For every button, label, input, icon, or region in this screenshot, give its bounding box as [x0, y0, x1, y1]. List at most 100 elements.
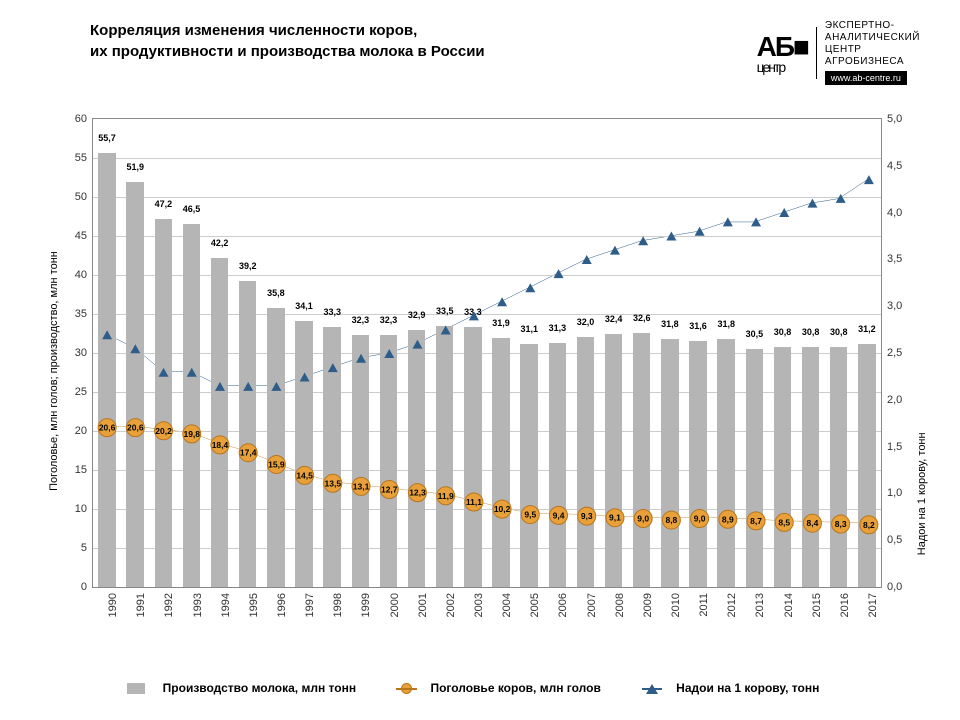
- svg-text:8,7: 8,7: [750, 516, 762, 526]
- x-tick: 2000: [389, 593, 401, 617]
- svg-text:8,4: 8,4: [807, 518, 819, 528]
- svg-text:18,4: 18,4: [212, 440, 229, 450]
- legend-triangle-icon: [646, 684, 658, 694]
- svg-text:9,1: 9,1: [609, 513, 621, 523]
- x-tick: 2005: [529, 593, 541, 617]
- y-right-tick: 3,0: [887, 300, 902, 312]
- y-axis-left-title: Поголовье, млн голов; производство, млн …: [48, 251, 60, 491]
- y-axis-right-title: Надои на 1 корову, тонн: [916, 432, 928, 555]
- logo-separator: [816, 27, 817, 79]
- y-left-tick: 50: [75, 191, 87, 203]
- y-left-tick: 60: [75, 113, 87, 125]
- y-right-tick: 0,5: [887, 534, 902, 546]
- x-tick: 2014: [783, 593, 795, 617]
- x-tick: 2001: [417, 593, 429, 617]
- legend-circle-icon: [401, 683, 412, 694]
- svg-text:12,3: 12,3: [409, 488, 426, 498]
- header: Корреляция изменения численности коров, …: [0, 0, 960, 96]
- svg-text:11,1: 11,1: [466, 497, 482, 507]
- svg-text:10,2: 10,2: [494, 504, 511, 514]
- x-tick: 1991: [135, 593, 147, 617]
- svg-text:20,6: 20,6: [127, 423, 144, 433]
- legend: Производство молока, млн тонн Поголовье …: [0, 681, 960, 695]
- logo-url: www.ab-centre.ru: [825, 71, 907, 85]
- x-tick: 1996: [276, 593, 288, 617]
- x-tick: 2004: [501, 593, 513, 617]
- y-left-tick: 45: [75, 230, 87, 242]
- x-tick: 1993: [192, 593, 204, 617]
- x-tick: 2010: [670, 593, 682, 617]
- y-left-tick: 25: [75, 386, 87, 398]
- svg-text:15,9: 15,9: [268, 459, 285, 469]
- svg-text:9,0: 9,0: [637, 514, 649, 524]
- y-left-tick: 55: [75, 152, 87, 164]
- title-line-2: их продуктивности и производства молока …: [90, 43, 485, 60]
- x-tick: 2015: [811, 593, 823, 617]
- svg-text:20,2: 20,2: [155, 426, 172, 436]
- y-right-tick: 3,5: [887, 253, 902, 265]
- y-right-tick: 4,5: [887, 160, 902, 172]
- y-right-tick: 2,0: [887, 394, 902, 406]
- x-tick: 1998: [332, 593, 344, 617]
- svg-text:9,4: 9,4: [553, 510, 565, 520]
- y-right-tick: 5,0: [887, 113, 902, 125]
- logo: АБ■ центр ЭКСПЕРТНО- АНАЛИТИЧЕСКИЙ ЦЕНТР…: [757, 20, 920, 86]
- svg-text:20,6: 20,6: [99, 423, 116, 433]
- logo-mark: АБ■ центр: [757, 31, 808, 75]
- x-tick: 1995: [248, 593, 260, 617]
- svg-text:8,3: 8,3: [835, 519, 847, 529]
- svg-text:9,5: 9,5: [524, 510, 536, 520]
- svg-text:12,7: 12,7: [381, 485, 398, 495]
- x-tick: 2009: [642, 593, 654, 617]
- x-tick: 1990: [107, 593, 119, 617]
- y-left-tick: 5: [81, 542, 87, 554]
- svg-text:8,9: 8,9: [722, 514, 734, 524]
- x-tick: 1992: [163, 593, 175, 617]
- x-tick: 2013: [754, 593, 766, 617]
- y-right-tick: 1,5: [887, 441, 902, 453]
- x-tick: 1997: [304, 593, 316, 617]
- y-right-tick: 0,0: [887, 581, 902, 593]
- x-tick: 2012: [726, 593, 738, 617]
- svg-text:8,2: 8,2: [863, 520, 875, 530]
- logo-centre: центр: [757, 59, 808, 75]
- x-tick: 2017: [867, 593, 879, 617]
- x-tick: 2006: [557, 593, 569, 617]
- svg-text:11,9: 11,9: [438, 491, 454, 501]
- chart-title: Корреляция изменения численности коров, …: [90, 20, 485, 86]
- svg-text:9,3: 9,3: [581, 511, 593, 521]
- plot-area: 0510152025303540455055600,00,51,01,52,02…: [92, 118, 882, 588]
- y-right-tick: 1,0: [887, 487, 902, 499]
- x-tick: 2011: [698, 593, 710, 617]
- logo-text-block: ЭКСПЕРТНО- АНАЛИТИЧЕСКИЙ ЦЕНТР АГРОБИЗНЕ…: [825, 20, 920, 86]
- logo-ab: АБ: [757, 31, 793, 62]
- x-tick: 2007: [586, 593, 598, 617]
- legend-circles: Поголовье коров, млн голов: [401, 681, 614, 695]
- x-tick: 2008: [614, 593, 626, 617]
- y-left-tick: 10: [75, 503, 87, 515]
- legend-bar-icon: [127, 683, 145, 694]
- y-left-tick: 20: [75, 425, 87, 437]
- x-tick: 1994: [220, 593, 232, 617]
- legend-bars: Производство молока, млн тонн: [127, 681, 370, 695]
- y-left-tick: 35: [75, 308, 87, 320]
- y-left-tick: 40: [75, 269, 87, 281]
- svg-text:8,5: 8,5: [778, 517, 790, 527]
- chart: Поголовье, млн голов; производство, млн …: [40, 106, 920, 636]
- svg-text:17,4: 17,4: [240, 448, 257, 458]
- x-tick: 1999: [360, 593, 372, 617]
- y-right-tick: 4,0: [887, 207, 902, 219]
- x-tick: 2002: [445, 593, 457, 617]
- svg-text:14,5: 14,5: [296, 470, 313, 480]
- svg-text:13,5: 13,5: [325, 478, 342, 488]
- y-left-tick: 15: [75, 464, 87, 476]
- svg-text:19,8: 19,8: [183, 429, 200, 439]
- title-line-1: Корреляция изменения численности коров,: [90, 22, 417, 39]
- y-left-tick: 30: [75, 347, 87, 359]
- x-tick: 2016: [839, 593, 851, 617]
- logo-desc: ЭКСПЕРТНО- АНАЛИТИЧЕСКИЙ ЦЕНТР АГРОБИЗНЕ…: [825, 20, 920, 68]
- svg-text:8,8: 8,8: [665, 515, 677, 525]
- svg-text:9,0: 9,0: [694, 514, 706, 524]
- legend-triangles: Надои на 1 корову, тонн: [646, 681, 833, 695]
- y-left-tick: 0: [81, 581, 87, 593]
